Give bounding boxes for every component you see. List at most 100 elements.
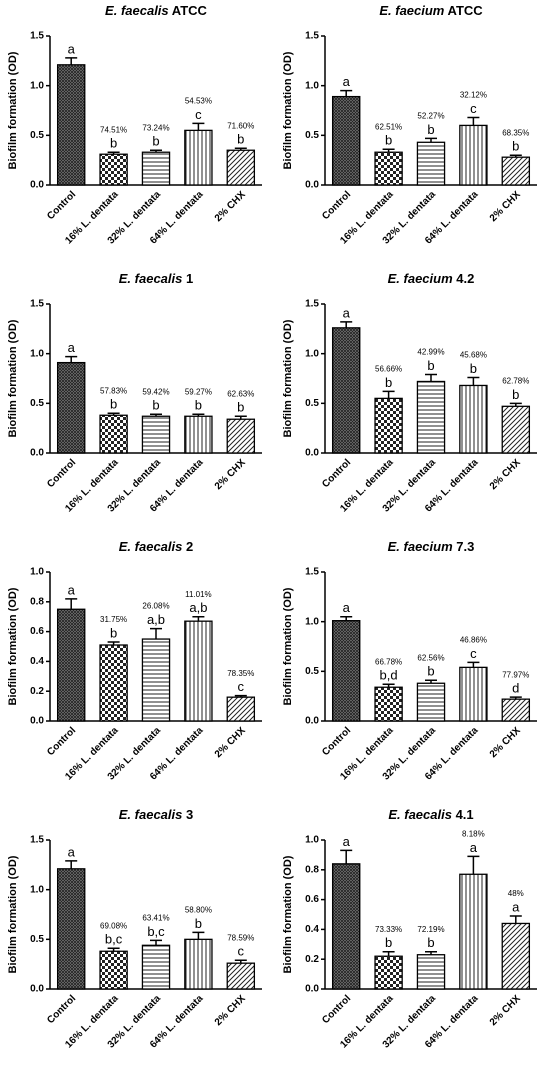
chart-title: E. faecalis 2 — [119, 539, 193, 554]
significance-letter: b — [427, 122, 434, 137]
x-tick-label: Control — [320, 725, 353, 758]
title-species: E. faecalis — [119, 807, 183, 822]
bar — [56, 361, 86, 454]
bar — [99, 644, 128, 722]
percent-label: 59.27% — [185, 387, 212, 396]
y-tick-label: 0.0 — [30, 448, 44, 459]
bar — [459, 873, 488, 990]
y-tick-label: 1.5 — [30, 835, 44, 846]
significance-letter: d — [512, 681, 519, 696]
percent-label: 57.83% — [100, 386, 127, 395]
error-bar — [234, 959, 247, 964]
chart-title: E. faecalis ATCC — [105, 3, 208, 18]
bar — [99, 950, 128, 990]
significance-letter: b — [385, 375, 392, 390]
x-tick-label: Control — [320, 457, 353, 490]
significance-letter: b — [152, 134, 159, 149]
bar — [416, 682, 446, 722]
bar — [226, 962, 256, 990]
percent-label: 62.63% — [227, 389, 254, 398]
significance-letter: b — [110, 397, 117, 412]
y-axis-label: Biofilm formation (OD) — [282, 51, 294, 169]
title-species: E. faecium — [388, 539, 453, 554]
percent-label: 73.33% — [375, 925, 402, 934]
error-bar — [382, 148, 395, 153]
bar — [374, 686, 403, 722]
error-bar — [150, 939, 162, 946]
bar — [184, 415, 213, 454]
bar — [501, 922, 531, 990]
error-bar — [65, 598, 78, 610]
y-tick-label: 0.4 — [305, 924, 319, 935]
error-bar — [107, 412, 120, 416]
title-strain: 7.3 — [456, 539, 474, 554]
percent-label: 71.60% — [227, 121, 254, 130]
significance-letter: b — [427, 358, 434, 373]
x-tick-label: 2% CHX — [213, 189, 248, 224]
y-axis-label: Biofilm formation (OD) — [7, 319, 19, 437]
bar — [141, 415, 171, 454]
chart-title: E. faecium ATCC — [379, 3, 483, 18]
significance-letter: b — [110, 625, 117, 640]
error-bar — [509, 696, 522, 700]
y-tick-label: 1.5 — [305, 31, 319, 42]
y-tick-label: 0.2 — [30, 686, 44, 697]
y-tick-label: 0.6 — [30, 626, 44, 637]
significance-letter: b — [512, 387, 519, 402]
chart-title: E. faecalis 3 — [119, 807, 193, 822]
y-tick-label: 1.5 — [30, 299, 44, 310]
significance-letter: b — [195, 398, 202, 413]
y-axis-label: Biofilm formation (OD) — [7, 855, 19, 973]
percent-label: 46.86% — [460, 636, 487, 645]
y-tick-label: 0.0 — [305, 716, 319, 727]
chart-title: E. faecalis 4.1 — [388, 807, 473, 822]
panel: E. faecalis 3 Biofilm formation (OD) 0.0 0.… — [7, 807, 262, 1051]
significance-letter: a — [343, 305, 351, 320]
error-bar — [107, 641, 120, 646]
x-tick-label: Control — [320, 993, 353, 1026]
error-bar — [467, 376, 480, 386]
error-bar — [382, 390, 395, 399]
panel: E. faecalis 1 Biofilm formation (OD) 0.0 0.… — [7, 271, 262, 515]
significance-letter: a — [343, 834, 351, 849]
percent-label: 48% — [508, 889, 524, 898]
significance-letter: c — [238, 944, 245, 959]
x-tick-label: 2% CHX — [213, 457, 248, 492]
panel: E. faecium 4.2 Biofilm formation (OD) 0.0 0… — [282, 271, 537, 515]
significance-letter: c — [470, 101, 477, 116]
y-tick-label: 0.0 — [305, 180, 319, 191]
error-bar — [107, 151, 120, 155]
error-bar — [467, 855, 480, 875]
bar — [184, 620, 213, 722]
bar — [184, 129, 213, 186]
y-tick-label: 1.0 — [305, 80, 319, 91]
error-bar — [467, 116, 480, 126]
y-axis-label: Biofilm formation (OD) — [7, 587, 19, 705]
title-strain: 4.1 — [456, 807, 474, 822]
title-strain: 1 — [186, 271, 193, 286]
percent-label: 54.53% — [185, 97, 212, 106]
error-bar — [425, 373, 437, 382]
significance-letter: b — [385, 133, 392, 148]
title-species: E. faecalis — [119, 271, 183, 286]
significance-letter: a — [68, 582, 76, 597]
bar — [141, 944, 171, 990]
significance-letter: b — [427, 664, 434, 679]
bar — [56, 868, 86, 990]
y-axis-label: Biofilm formation (OD) — [7, 51, 19, 169]
significance-letter: c — [470, 646, 477, 661]
title-species: E. faecium — [388, 271, 453, 286]
error-bar — [340, 321, 353, 328]
y-tick-label: 0.0 — [30, 716, 44, 727]
x-tick-label: Control — [45, 725, 78, 758]
error-bar — [509, 154, 522, 158]
title-strain: 4.2 — [456, 271, 474, 286]
panel: E. faecalis 2 Biofilm formation (OD) 0.0 0.… — [7, 539, 262, 783]
x-tick-label: 2% CHX — [488, 725, 523, 760]
y-tick-label: 1.0 — [30, 348, 44, 359]
y-tick-label: 1.0 — [30, 80, 44, 91]
percent-label: 62.78% — [502, 376, 529, 385]
bar — [416, 954, 446, 990]
percent-label: 78.59% — [227, 933, 254, 942]
